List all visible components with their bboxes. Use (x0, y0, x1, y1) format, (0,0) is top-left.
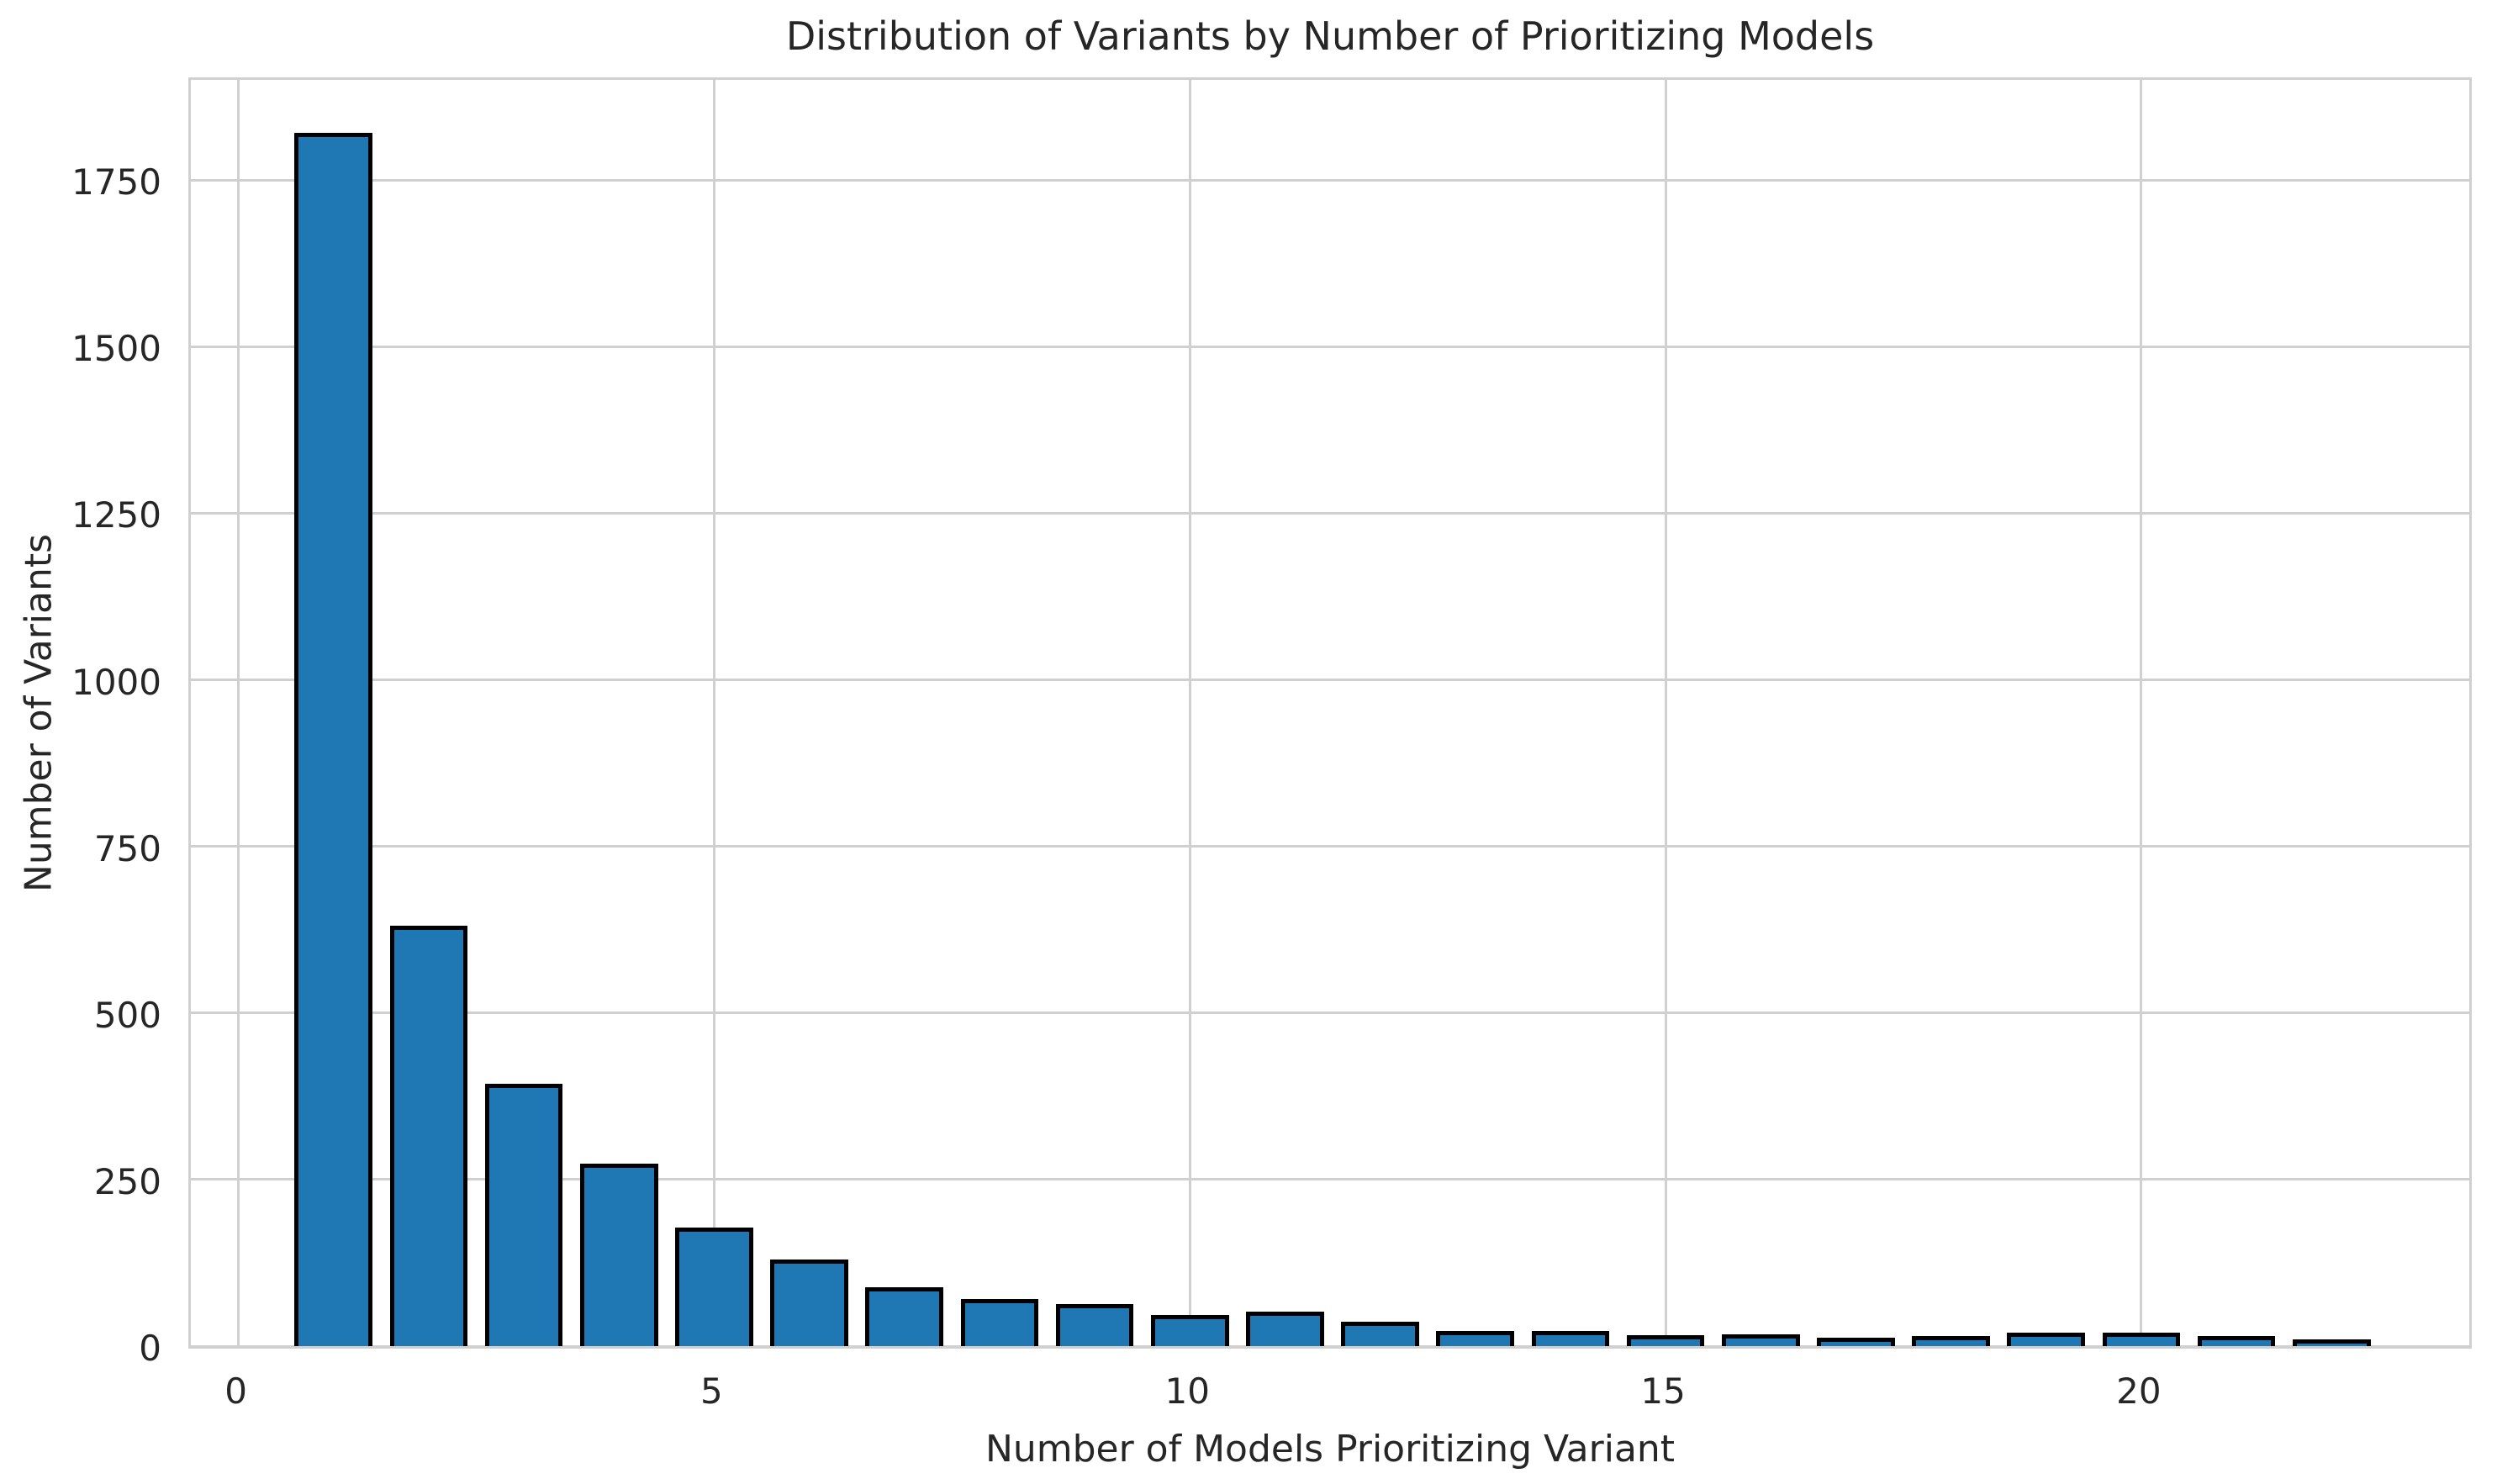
x-gridline (2140, 80, 2143, 1346)
bar (675, 1227, 753, 1346)
bar (2007, 1333, 2086, 1346)
bar (1626, 1335, 1705, 1346)
y-gridline (191, 1178, 2469, 1181)
y-tick-label: 1750 (71, 161, 161, 203)
x-gridline (1664, 80, 1667, 1346)
y-gridline (191, 679, 2469, 682)
bar (1246, 1311, 1324, 1346)
bar (1436, 1330, 1515, 1346)
x-axis-label: Number of Models Prioritizing Variant (985, 1428, 1676, 1471)
bar (1817, 1338, 1895, 1346)
y-gridline (191, 178, 2469, 182)
y-gridline (191, 1344, 2469, 1348)
bar (865, 1287, 944, 1346)
y-tick-label: 0 (139, 1328, 161, 1369)
bar (389, 925, 468, 1346)
y-gridline (191, 511, 2469, 515)
x-tick-label: 20 (2116, 1370, 2162, 1412)
y-tick-label: 750 (93, 827, 161, 869)
y-axis-label: Number of Variants (17, 533, 61, 893)
x-gridline (237, 80, 240, 1346)
y-tick-label: 250 (93, 1160, 161, 1202)
y-gridline (191, 345, 2469, 348)
x-tick-label: 15 (1640, 1370, 1686, 1412)
bar (1150, 1314, 1229, 1346)
y-tick-label: 500 (93, 994, 161, 1036)
x-tick-label: 5 (700, 1370, 723, 1412)
y-gridline (191, 1011, 2469, 1015)
y-tick-label: 1500 (71, 328, 161, 370)
bar (1531, 1331, 1610, 1346)
bar (1341, 1321, 1419, 1346)
bar (1055, 1303, 1134, 1346)
x-tick-label: 10 (1164, 1370, 1210, 1412)
bar (2102, 1333, 2181, 1346)
bar (960, 1298, 1039, 1346)
bar (770, 1259, 848, 1346)
bar (484, 1084, 563, 1346)
x-gridline (1188, 80, 1191, 1346)
y-tick-label: 1000 (71, 661, 161, 703)
x-tick-label: 0 (224, 1370, 247, 1412)
bar (2197, 1336, 2276, 1346)
bar (1912, 1336, 1990, 1346)
chart-title: Distribution of Variants by Number of Pr… (785, 13, 1875, 59)
bar (1721, 1334, 1800, 1346)
plot-area (188, 77, 2472, 1349)
y-tick-label: 1250 (71, 494, 161, 536)
bar (579, 1163, 658, 1346)
bar (2292, 1339, 2371, 1346)
x-gridline (712, 80, 715, 1346)
bar (294, 132, 373, 1346)
y-gridline (191, 845, 2469, 848)
